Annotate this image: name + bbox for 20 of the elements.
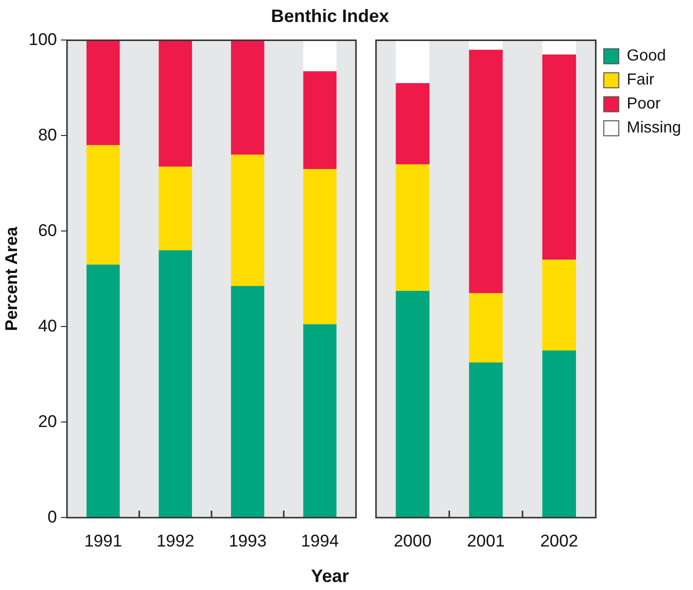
- y-tick-label: 20: [38, 412, 57, 431]
- x-tick-label: 1993: [228, 531, 267, 550]
- legend-label: Fair: [626, 72, 655, 89]
- x-tick-label: 1991: [84, 531, 122, 550]
- y-tick-label: 100: [28, 30, 57, 49]
- x-axis-title: Year: [310, 566, 350, 587]
- x-tick-label: 2002: [540, 531, 578, 550]
- chart-title: Benthic Index: [270, 6, 390, 27]
- x-tick-label: 2000: [394, 531, 432, 550]
- legend-label: Missing: [626, 120, 681, 137]
- y-axis-title: Percent Area: [2, 226, 21, 332]
- x-tick-label: 1994: [300, 531, 339, 550]
- y-tick-label: 40: [38, 316, 57, 336]
- legend-label: Good: [626, 48, 666, 65]
- x-tick-label: 1992: [156, 531, 194, 550]
- y-tick-label: 60: [38, 220, 57, 240]
- y-tick-label: 80: [38, 125, 57, 144]
- legend-label: Poor: [626, 96, 662, 113]
- x-tick-label: 2001: [466, 531, 505, 550]
- y-tick-label: 0: [48, 507, 57, 526]
